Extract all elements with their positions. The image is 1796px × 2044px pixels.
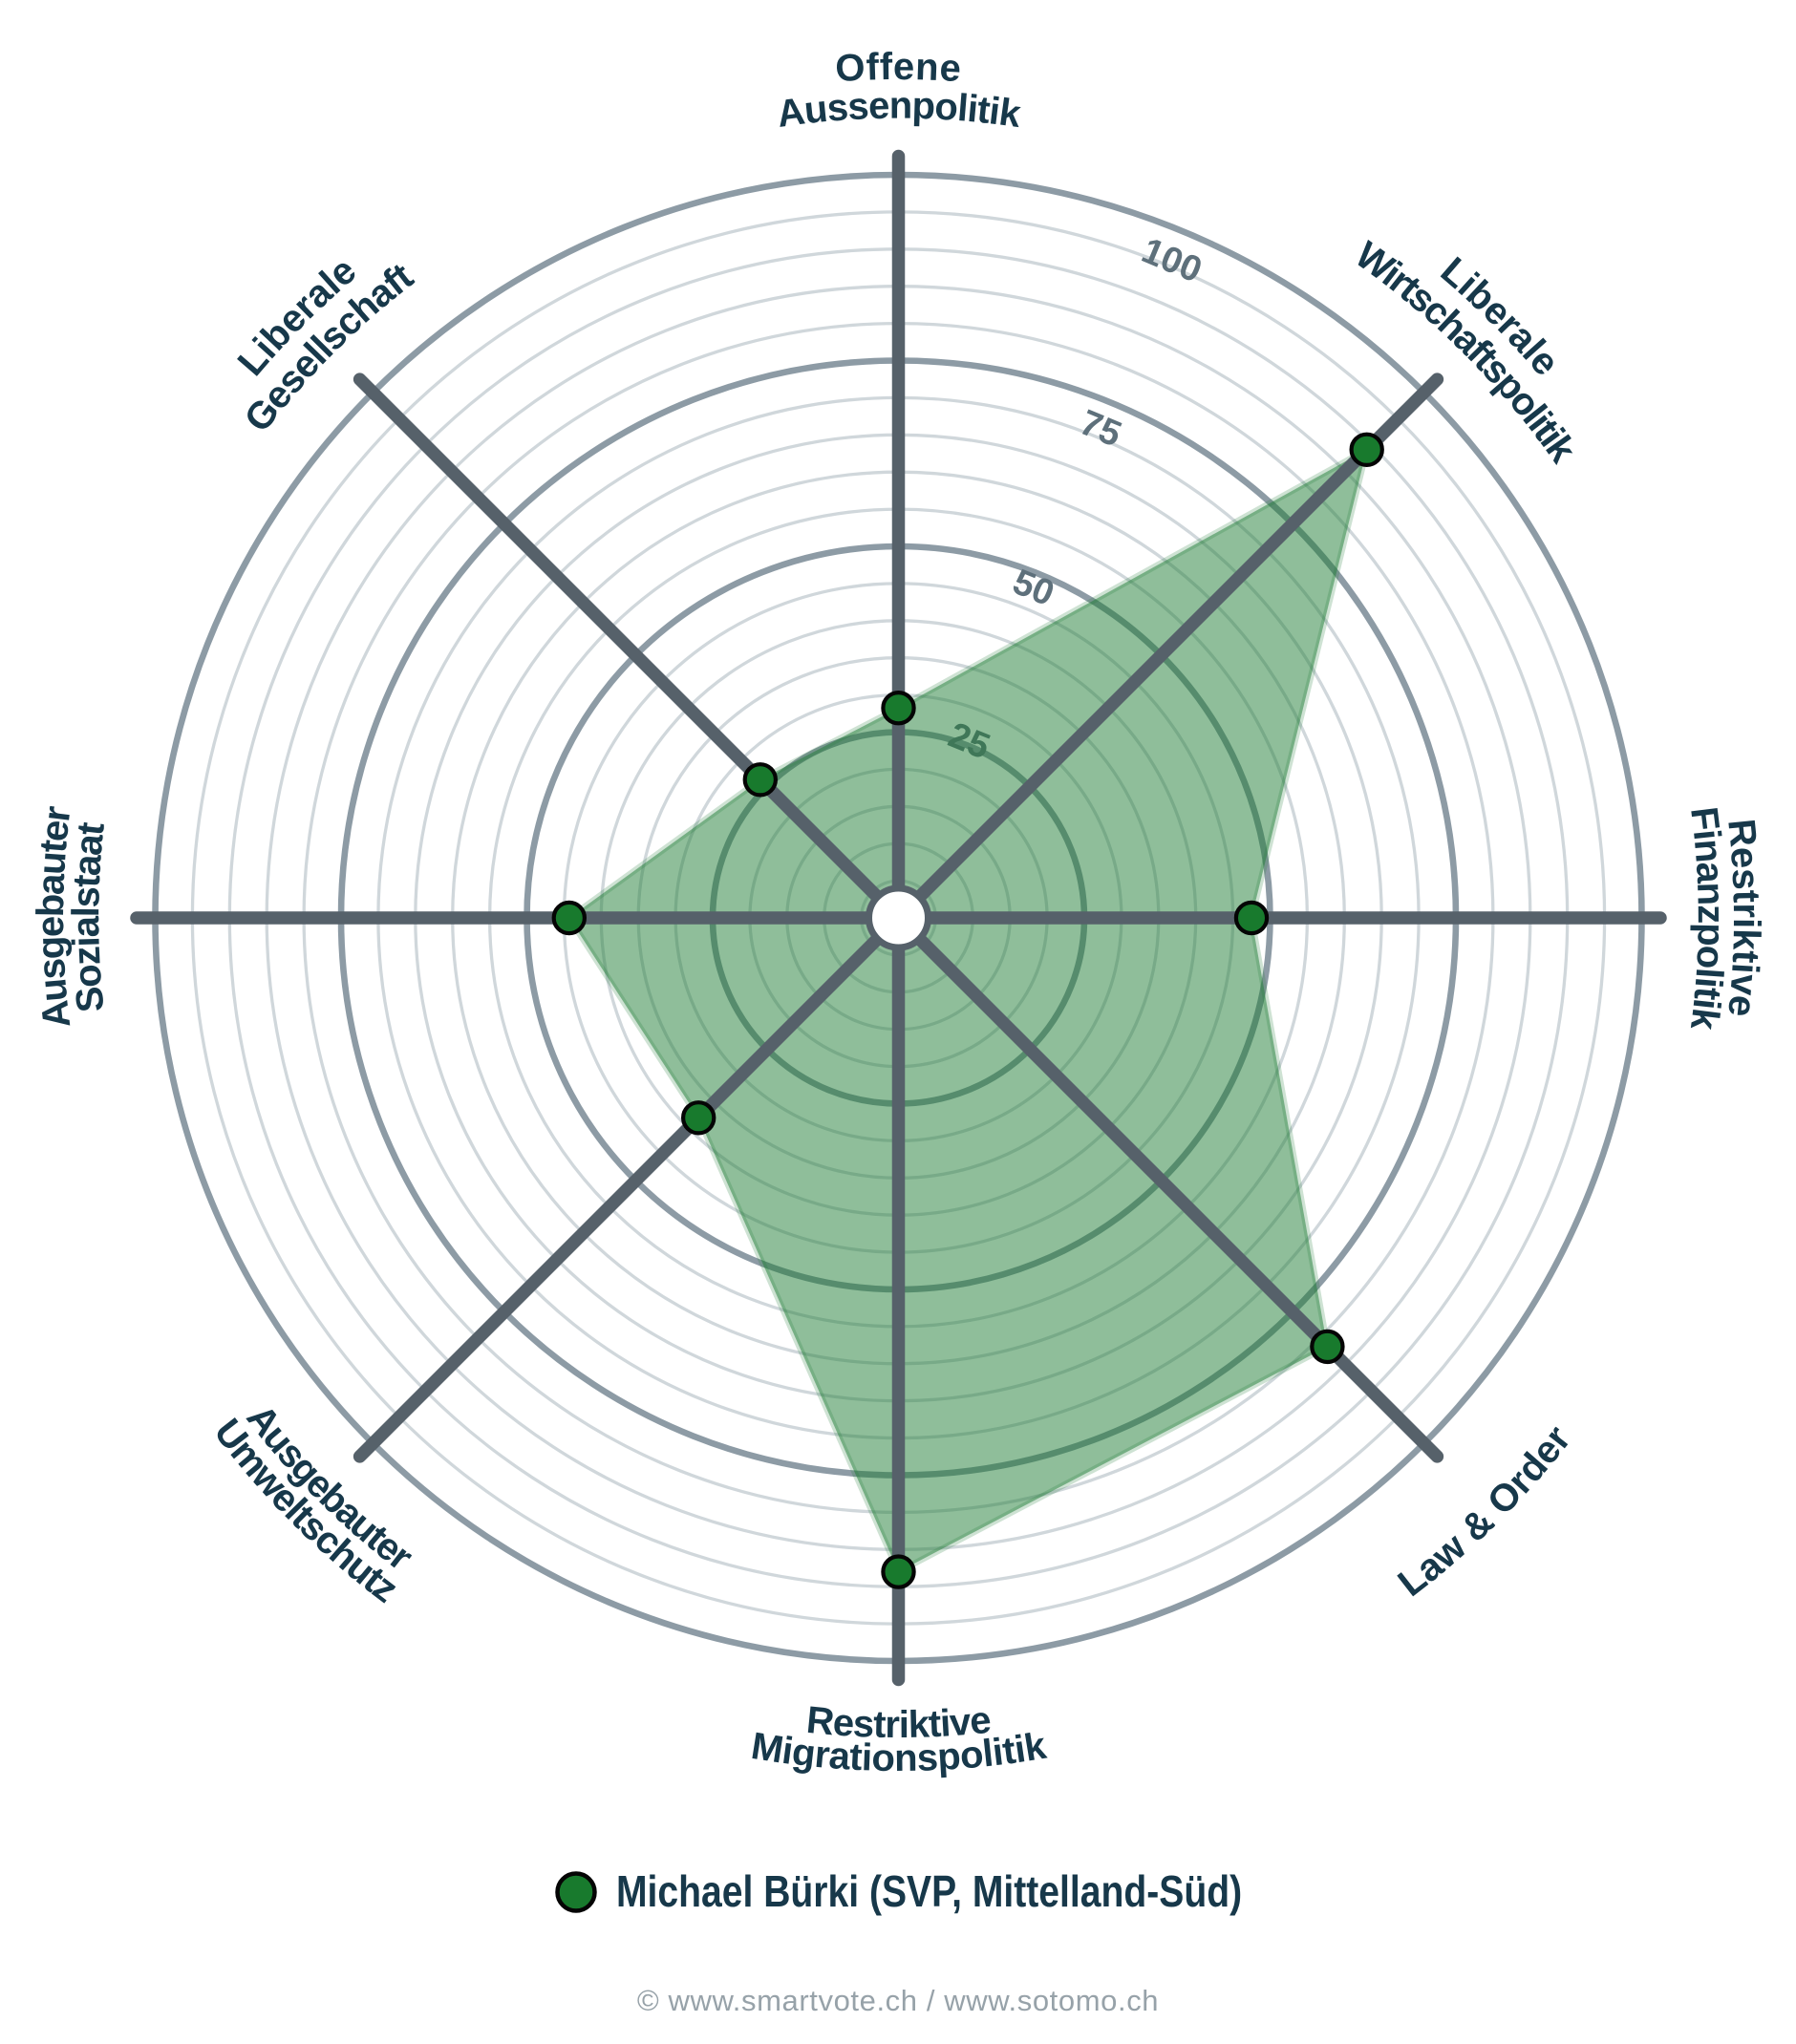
svg-text:Restriktive: Restriktive — [804, 1699, 992, 1746]
svg-text:Michael Bürki (SVP, Mittelland: Michael Bürki (SVP, Mittelland-Süd) — [616, 1867, 1242, 1917]
svg-text:Offene: Offene — [834, 46, 963, 90]
svg-text:Finanzpolitik: Finanzpolitik — [1682, 805, 1732, 1033]
svg-text:© www.smartvote.ch / www.sotom: © www.smartvote.ch / www.sotomo.ch — [637, 1984, 1159, 2017]
